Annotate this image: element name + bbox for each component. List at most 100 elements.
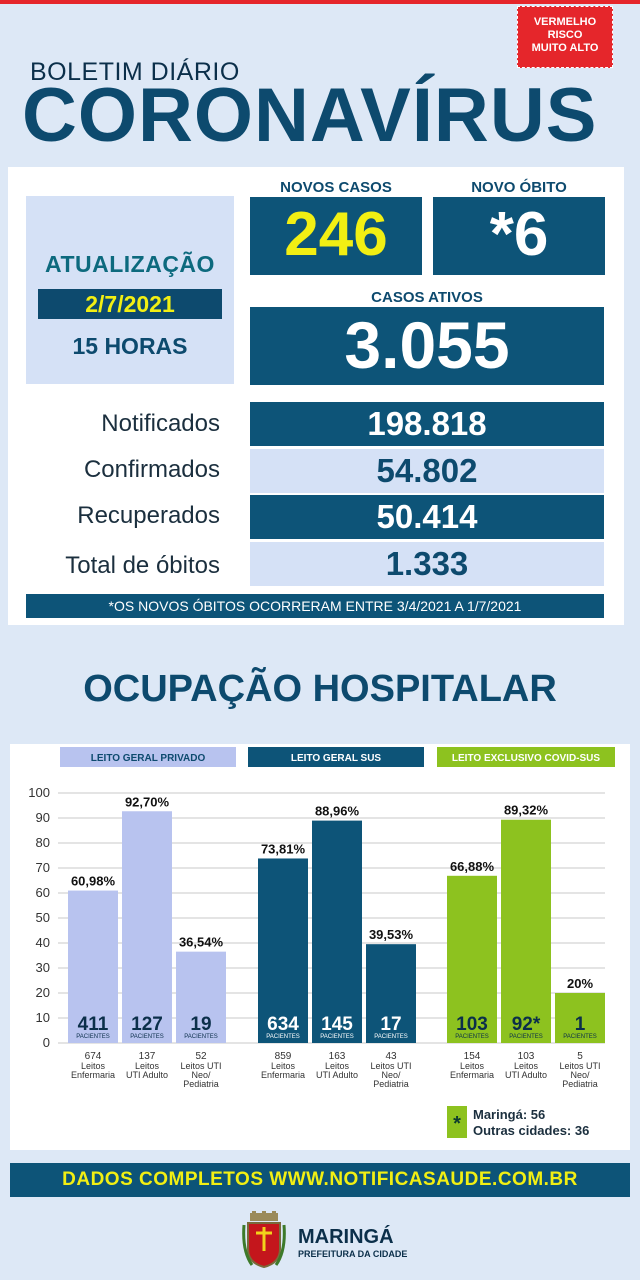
new-death-label: NOVO ÓBITO bbox=[471, 179, 567, 196]
bar-category-label: UTI Adulto bbox=[505, 1070, 547, 1080]
stat-label-confirmados: Confirmados bbox=[83, 456, 220, 483]
bar-category-label: Leitos UTI bbox=[559, 1061, 600, 1071]
y-tick-label: 40 bbox=[36, 935, 50, 950]
y-tick-label: 70 bbox=[36, 860, 50, 875]
bar-category-label: UTI Adulto bbox=[126, 1070, 168, 1080]
risk-badge: VERMELHO RISCO MUITO ALTO bbox=[517, 6, 613, 68]
bar-percent-label: 92,70% bbox=[125, 794, 170, 809]
bar-category-label: Neo/ bbox=[381, 1070, 401, 1080]
y-tick-label: 0 bbox=[43, 1035, 50, 1050]
bar-category-label: Leitos bbox=[514, 1061, 539, 1071]
bar-patients-value: 19 bbox=[190, 1014, 211, 1035]
update-box: ATUALIZAÇÃO 2/7/2021 15 HORAS bbox=[26, 196, 234, 384]
update-hour: 15 HORAS bbox=[72, 333, 188, 359]
logo-subtitle: PREFEITURA DA CIDADE bbox=[298, 1249, 408, 1259]
bar-patients-caption: PACIENTES bbox=[374, 1034, 408, 1040]
bar-patients-caption: PACIENTES bbox=[320, 1034, 354, 1040]
bar-patients-caption: PACIENTES bbox=[76, 1034, 110, 1040]
bar bbox=[366, 944, 416, 1043]
group-header-label: LEITO GERAL PRIVADO bbox=[91, 753, 206, 764]
bar-category-label: Leitos UTI bbox=[370, 1061, 411, 1071]
deaths-note: *OS NOVOS ÓBITOS OCORRERAM ENTRE 3/4/202… bbox=[26, 594, 604, 618]
bar-beds-value: 859 bbox=[275, 1051, 292, 1062]
bar-category-label: Leitos bbox=[135, 1061, 160, 1071]
group-header-label: LEITO EXCLUSIVO COVID-SUS bbox=[452, 753, 600, 764]
bar-category-label: Neo/ bbox=[570, 1070, 590, 1080]
legend-outras: Outras cidades: 36 bbox=[473, 1123, 590, 1138]
stat-label-obitos: Total de óbitos bbox=[65, 552, 220, 579]
bar bbox=[501, 819, 551, 1043]
bar-patients-value: 92* bbox=[512, 1014, 541, 1035]
footer-link[interactable]: DADOS COMPLETOS WWW.NOTIFICASAUDE.COM.BR bbox=[10, 1163, 630, 1197]
bar-patients-value: 634 bbox=[267, 1014, 299, 1035]
bulletin-subtitle: BOLETIM DIÁRIO bbox=[30, 58, 240, 86]
risk-line-1: VERMELHO bbox=[533, 16, 597, 28]
bar-patients-value: 103 bbox=[456, 1014, 488, 1035]
y-tick-label: 90 bbox=[36, 810, 50, 825]
bar-percent-label: 66,88% bbox=[450, 859, 495, 874]
bar-category-label: Pediatria bbox=[183, 1079, 219, 1089]
bar-patients-caption: PACIENTES bbox=[455, 1034, 489, 1040]
bar-beds-value: 154 bbox=[464, 1051, 481, 1062]
top-accent-line bbox=[0, 0, 640, 4]
y-tick-label: 50 bbox=[36, 910, 50, 925]
stat-label-notificados: Notificados bbox=[101, 410, 220, 437]
bar-category-label: Leitos bbox=[271, 1061, 296, 1071]
y-tick-label: 30 bbox=[36, 960, 50, 975]
chart-legend: * Maringá: 56 Outras cidades: 36 bbox=[447, 1106, 617, 1140]
bar-beds-value: 137 bbox=[139, 1051, 156, 1062]
bar bbox=[122, 811, 172, 1043]
bar-beds-value: 103 bbox=[518, 1051, 535, 1062]
bar-percent-label: 39,53% bbox=[369, 927, 414, 942]
risk-line-2: RISCO bbox=[547, 29, 583, 41]
bar bbox=[555, 993, 605, 1043]
bar-percent-label: 73,81% bbox=[261, 841, 306, 856]
bar-category-label: Leitos bbox=[81, 1061, 106, 1071]
group-header-label: LEITO GERAL SUS bbox=[291, 753, 382, 764]
bar-category-label: Neo/ bbox=[191, 1070, 211, 1080]
stat-value-obitos: 1.333 bbox=[250, 542, 604, 586]
bar-category-label: Leitos UTI bbox=[180, 1061, 221, 1071]
y-tick-label: 80 bbox=[36, 835, 50, 850]
bar bbox=[312, 820, 362, 1043]
bar-category-label: UTI Adulto bbox=[316, 1070, 358, 1080]
bar bbox=[258, 858, 308, 1043]
bar-patients-value: 411 bbox=[78, 1014, 109, 1035]
new-death-value: *6 bbox=[433, 197, 605, 275]
active-cases-value: 3.055 bbox=[250, 307, 604, 385]
bar-patients-caption: PACIENTES bbox=[563, 1034, 597, 1040]
bar-category-label: Pediatria bbox=[373, 1079, 409, 1089]
bar-patients-caption: PACIENTES bbox=[266, 1034, 300, 1040]
bar-category-label: Enfermaria bbox=[261, 1070, 305, 1080]
bar-percent-label: 36,54% bbox=[179, 935, 224, 950]
maringa-coat-of-arms-icon bbox=[242, 1211, 286, 1269]
active-cases-label: CASOS ATIVOS bbox=[371, 289, 483, 306]
bar-beds-value: 163 bbox=[329, 1051, 346, 1062]
bar-patients-caption: PACIENTES bbox=[184, 1034, 218, 1040]
group-header-bg bbox=[248, 747, 424, 767]
bar-percent-label: 88,96% bbox=[315, 804, 360, 819]
logo-name: MARINGÁ bbox=[298, 1226, 394, 1248]
section-title: OCUPAÇÃO HOSPITALAR bbox=[83, 668, 557, 710]
update-label: ATUALIZAÇÃO bbox=[45, 251, 215, 277]
group-header-bg bbox=[60, 747, 236, 767]
bar-beds-value: 5 bbox=[577, 1051, 583, 1062]
bar-category-label: Enfermaria bbox=[450, 1070, 494, 1080]
bar bbox=[68, 890, 118, 1043]
bar-category-label: Enfermaria bbox=[71, 1070, 115, 1080]
new-cases-value: 246 bbox=[250, 197, 422, 275]
legend-asterisk: * bbox=[447, 1106, 467, 1138]
y-tick-label: 60 bbox=[36, 885, 50, 900]
stat-value-confirmados: 54.802 bbox=[250, 449, 604, 493]
bar-patients-caption: PACIENTES bbox=[509, 1034, 543, 1040]
stat-value-notificados: 198.818 bbox=[250, 402, 604, 446]
bar-beds-value: 674 bbox=[85, 1051, 102, 1062]
bar-percent-label: 20% bbox=[567, 976, 593, 991]
bar-patients-value: 17 bbox=[380, 1014, 401, 1035]
y-tick-label: 10 bbox=[36, 1010, 50, 1025]
bar-category-label: Leitos bbox=[325, 1061, 350, 1071]
bar-beds-value: 43 bbox=[385, 1051, 397, 1062]
y-tick-label: 20 bbox=[36, 985, 50, 1000]
bar-patients-value: 145 bbox=[321, 1014, 353, 1035]
